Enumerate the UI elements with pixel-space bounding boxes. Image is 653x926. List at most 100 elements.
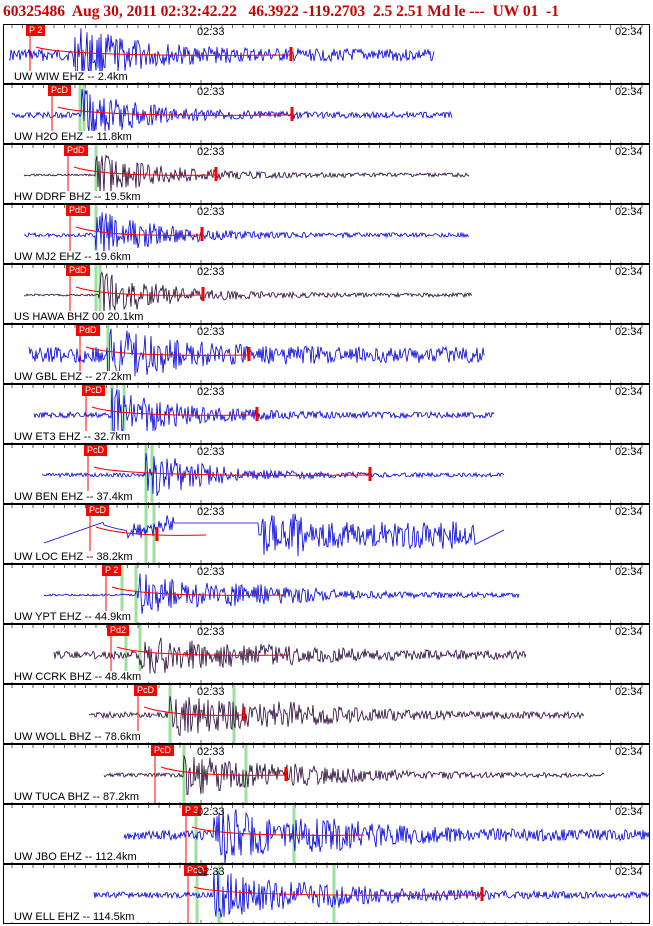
time-label: 02:34: [615, 326, 643, 338]
waveform-plot: [11, 445, 643, 503]
time-label: 02:33: [197, 686, 225, 698]
event-magnitude-2: 2.51: [396, 3, 424, 20]
time-label: 02:34: [615, 26, 643, 38]
waveform-trace: [23, 153, 470, 195]
waveform-trace: [53, 637, 527, 674]
waveform-plot: [11, 505, 643, 563]
pick-flag[interactable]: PcD: [134, 685, 158, 696]
coda-end-marker[interactable]: [155, 527, 159, 541]
pick-flag[interactable]: P 3: [182, 805, 202, 816]
time-label: 02:33: [197, 26, 225, 38]
pick-flag[interactable]: PdD: [76, 325, 100, 336]
coda-decay-curve: [35, 46, 292, 56]
pick-flag[interactable]: PcD: [184, 865, 208, 876]
pick-flag[interactable]: P 2: [26, 25, 46, 36]
seismogram-panel: PcD 02:33 02:34 UW TUCA BHZ -- 87.2km: [3, 744, 650, 804]
coda-decay-curve: [75, 286, 204, 296]
coda-end-marker[interactable]: [368, 467, 372, 481]
seismogram-panel: PdD 02:33 02:34 US HAWA BHZ 00 20.1km: [3, 264, 650, 324]
waveform-plot: [11, 385, 643, 443]
station-label: HW CCRK BHZ -- 48.4km: [13, 671, 143, 683]
time-label: 02:34: [615, 146, 643, 158]
coda-decay-curve: [143, 706, 245, 716]
seismogram-panel: PcD 02:33 02:34 UW LOC EHZ -- 38.2km: [3, 504, 650, 564]
station-label: UW GBL EHZ -- 27.2km: [13, 371, 133, 383]
station-label: UW WOLL BHZ -- 78.6km: [13, 731, 142, 743]
pick-flag[interactable]: PcD: [151, 745, 175, 756]
station-label: UW LOC EHZ -- 38.2km: [13, 551, 134, 563]
waveform-trace: [33, 387, 495, 442]
time-label: 02:33: [197, 566, 225, 578]
coda-end-marker[interactable]: [480, 887, 484, 901]
coda-decay-curve: [73, 166, 217, 176]
waveform-plot: [8, 25, 643, 83]
time-label: 02:34: [615, 266, 643, 278]
time-label: 02:34: [615, 746, 643, 758]
seismogram-panel: PcD 02:33 02:34 UW WOLL BHZ -- 78.6km: [3, 684, 650, 744]
coda-decay-curve: [93, 466, 371, 476]
coda-end-marker[interactable]: [290, 107, 294, 121]
coda-end-marker[interactable]: [214, 167, 218, 181]
pick-flag[interactable]: PcD: [82, 385, 106, 396]
pick-flag[interactable]: PcD: [48, 85, 72, 96]
pick-flag[interactable]: P 2: [102, 565, 122, 576]
time-label: 02:33: [197, 806, 225, 818]
station-label: US HAWA BHZ 00 20.1km: [13, 311, 145, 323]
time-label: 02:34: [615, 686, 643, 698]
time-label: 02:34: [615, 446, 643, 458]
coda-decay-curve: [193, 886, 483, 896]
coda-end-marker[interactable]: [247, 347, 251, 361]
time-label: 02:33: [197, 326, 225, 338]
time-label: 02:34: [615, 386, 643, 398]
coda-end-marker[interactable]: [201, 287, 205, 301]
waveform-trace: [103, 754, 605, 795]
seismogram-panel: Pd2 02:33 02:34 HW CCRK BHZ -- 48.4km: [3, 624, 650, 684]
waveform-trace: [23, 271, 473, 316]
time-label: 02:33: [197, 626, 225, 638]
seismogram-panel: P 2 02:33 02:34 UW YPT EHZ -- 44.9km: [3, 564, 650, 624]
coda-end-marker[interactable]: [284, 767, 288, 781]
time-label: 02:34: [615, 626, 643, 638]
waveform-trace: [23, 212, 470, 256]
waveform-trace: [88, 695, 585, 737]
waveform-plot: [11, 865, 649, 923]
event-id: 60325486: [3, 3, 65, 20]
waveform-plot: [11, 685, 643, 743]
event-extra: -1: [546, 3, 560, 20]
station-label: UW ET3 EHZ -- 32.7km: [13, 431, 132, 443]
pick-flag[interactable]: PdD: [64, 145, 88, 156]
coda-end-marker[interactable]: [200, 227, 204, 241]
station-label: UW BEN EHZ -- 37.4km: [13, 491, 134, 503]
station-label: UW YPT EHZ -- 44.9km: [13, 611, 132, 623]
time-label: 02:33: [197, 506, 225, 518]
coda-decay-curve: [160, 766, 287, 776]
pick-flag[interactable]: PcD: [84, 445, 108, 456]
pick-flag[interactable]: Pd2: [107, 625, 130, 636]
event-header: 60325486 Aug 30, 2011 02:32:42.22 46.392…: [0, 0, 653, 24]
coda-end-marker[interactable]: [289, 47, 293, 61]
station-label: UW WIW EHZ -- 2.4km: [13, 71, 129, 83]
seismogram-panel: PdD 02:33 02:34 UW MJ2 EHZ -- 19.6km: [3, 204, 650, 264]
pick-flag[interactable]: PdD: [66, 205, 90, 216]
event-longitude: -119.2703: [302, 3, 366, 20]
network-code: UW: [492, 3, 519, 20]
waveform-plot: [11, 205, 643, 263]
coda-decay-curve: [95, 526, 207, 536]
waveform-trace: [43, 573, 520, 614]
seismogram-panel: PcD 02:33 02:34 UW H2O EHZ -- 11.8km: [3, 84, 650, 144]
seismogram-panel: PdD 02:33 02:34 HW DDRF BHZ -- 19.5km: [3, 144, 650, 204]
event-latitude: 46.3922: [248, 3, 299, 20]
pick-flag[interactable]: PdD: [66, 265, 90, 276]
coda-decay-curve: [111, 586, 287, 596]
time-label: 02:33: [197, 206, 225, 218]
pick-flag[interactable]: PcD: [86, 505, 110, 516]
coda-end-marker[interactable]: [242, 707, 246, 721]
event-datetime: Aug 30, 2011 02:32:42.22: [71, 3, 237, 20]
time-label: 02:33: [197, 866, 225, 878]
event-status: le ---: [454, 3, 485, 20]
coda-decay-curve: [116, 646, 291, 656]
coda-decay-curve: [191, 826, 365, 836]
station-label: HW DDRF BHZ -- 19.5km: [13, 191, 142, 203]
event-version: 01: [522, 3, 539, 20]
coda-end-marker[interactable]: [255, 407, 259, 421]
